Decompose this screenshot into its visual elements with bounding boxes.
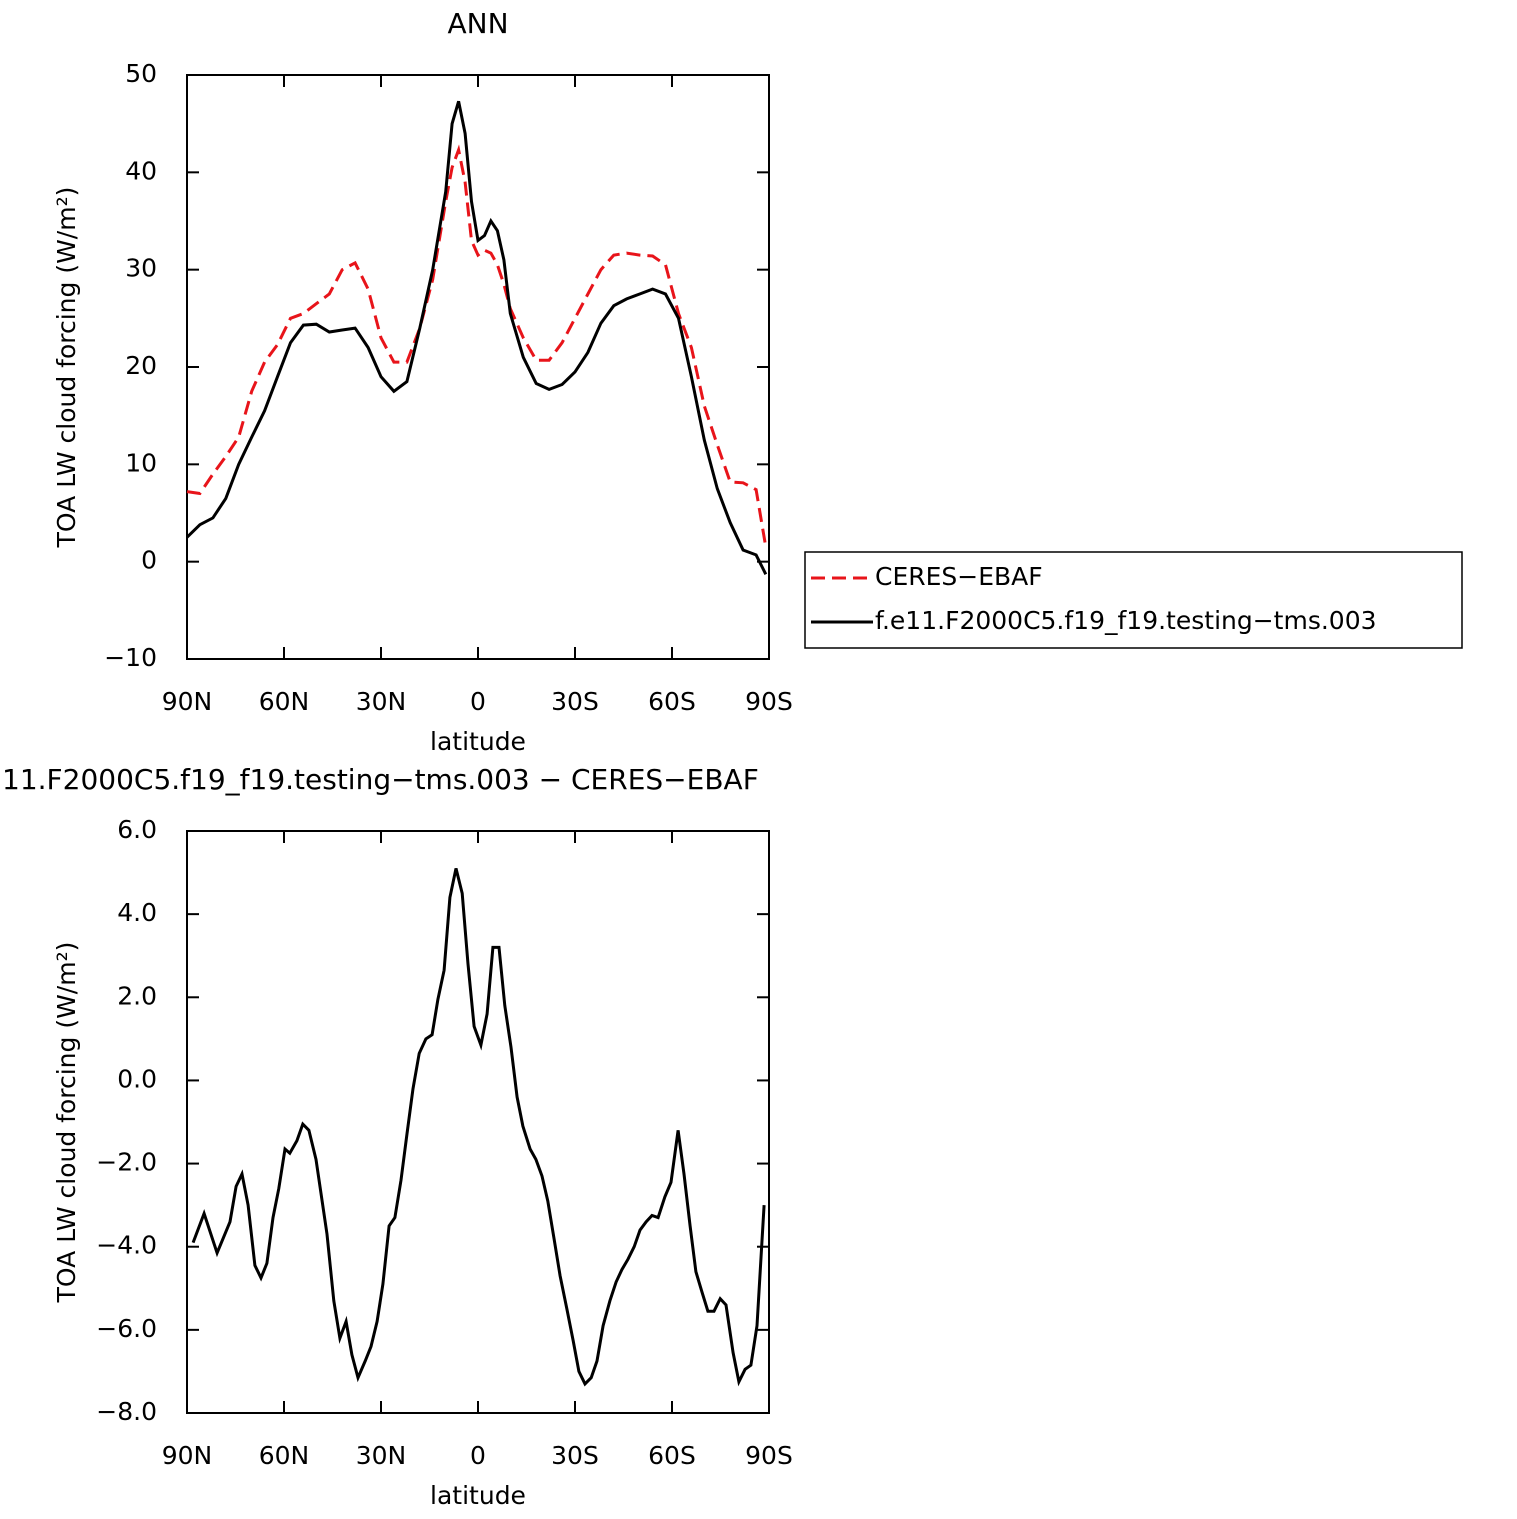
y-tick-label: 30 [125,254,157,283]
y-tick-label: 2.0 [117,981,157,1010]
x-tick-label: 90N [162,1441,213,1470]
x-tick-label: 0 [470,687,486,716]
y-tick-label: −6.0 [96,1314,157,1343]
y-tick-label: −8.0 [96,1397,157,1426]
x-tick-label: 0 [470,1441,486,1470]
x-tick-label: 60N [259,1441,310,1470]
x-tick-label: 30N [356,687,407,716]
plot-frame [186,830,770,1414]
series-line [185,100,768,575]
y-tick-label: 0 [141,546,157,575]
y-tick-label: 40 [125,156,157,185]
y-tick-label: 4.0 [117,898,157,927]
series-line [191,868,766,1387]
x-tick-label: 90S [745,1441,793,1470]
x-tick-label: 60S [648,1441,696,1470]
x-tick-label: 30N [356,1441,407,1470]
y-tick-label: −10 [104,643,157,672]
y-tick-label: 50 [125,59,157,88]
y-tick-label: −2.0 [96,1148,157,1177]
y-axis-label: TOA LW cloud forcing (W/m²) [52,187,81,549]
legend-box [804,551,1463,649]
y-tick-label: 0.0 [117,1064,157,1093]
x-tick-label: 60S [648,687,696,716]
y-tick-label: 20 [125,351,157,380]
y-tick-label: −4.0 [96,1231,157,1260]
plot-frame [186,74,770,660]
y-tick-label: 6.0 [117,815,157,844]
x-tick-label: 90N [162,687,213,716]
y-axis-label: TOA LW cloud forcing (W/m²) [52,942,81,1304]
chart-title: 11.F2000C5.f19_f19.testing−tms.003 − CER… [2,763,759,796]
chart-title: ANN [447,7,508,40]
series-line [186,144,768,548]
legend-label: f.e11.F2000C5.f19_f19.testing−tms.003 [875,606,1377,635]
x-axis-label: latitude [430,727,526,756]
legend-label: CERES−EBAF [875,562,1043,591]
y-tick-label: 10 [125,448,157,477]
x-axis-label: latitude [430,1481,526,1510]
x-tick-label: 60N [259,687,310,716]
x-tick-label: 90S [745,687,793,716]
x-tick-label: 30S [551,1441,599,1470]
x-tick-label: 30S [551,687,599,716]
